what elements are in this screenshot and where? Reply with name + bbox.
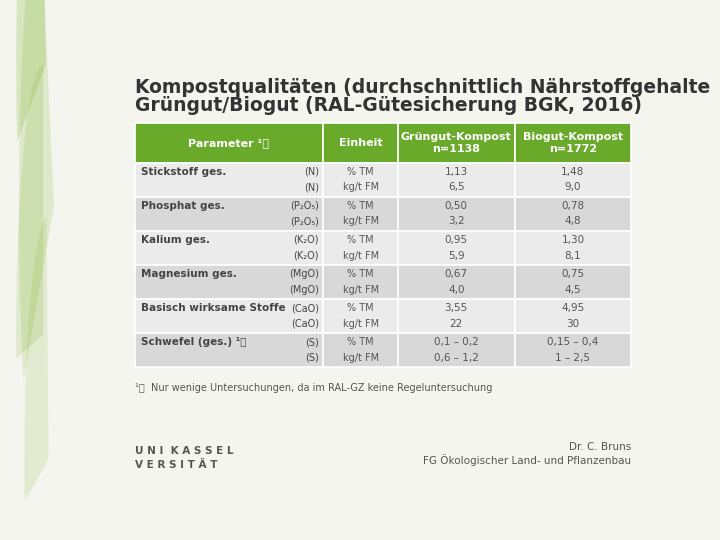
Text: (CaO): (CaO) bbox=[291, 303, 319, 313]
Text: Kalium ges.: Kalium ges. bbox=[141, 235, 210, 245]
Text: (MgO): (MgO) bbox=[289, 269, 319, 279]
Text: Dr. C. Bruns
FG Ökologischer Land- und Pflanzenbau: Dr. C. Bruns FG Ökologischer Land- und P… bbox=[423, 442, 631, 465]
FancyBboxPatch shape bbox=[135, 123, 323, 163]
Text: Grüngut-Kompost
n=1138: Grüngut-Kompost n=1138 bbox=[401, 132, 512, 153]
Text: (CaO): (CaO) bbox=[291, 319, 319, 329]
Text: 0,6 – 1,2: 0,6 – 1,2 bbox=[433, 353, 479, 363]
FancyBboxPatch shape bbox=[135, 163, 323, 197]
Wedge shape bbox=[19, 0, 54, 381]
Text: 4,95: 4,95 bbox=[562, 303, 585, 313]
FancyBboxPatch shape bbox=[135, 231, 323, 265]
Text: (N): (N) bbox=[304, 183, 319, 192]
Text: (K₂O): (K₂O) bbox=[293, 251, 319, 261]
Text: kg/t FM: kg/t FM bbox=[343, 353, 379, 363]
Text: % TM: % TM bbox=[347, 167, 374, 177]
FancyBboxPatch shape bbox=[323, 197, 398, 231]
Text: % TM: % TM bbox=[347, 235, 374, 245]
FancyBboxPatch shape bbox=[398, 265, 515, 299]
Text: (P₂O₅): (P₂O₅) bbox=[290, 217, 319, 226]
Text: Parameter ¹⧠: Parameter ¹⧠ bbox=[189, 138, 269, 148]
Text: 0,78: 0,78 bbox=[562, 201, 585, 211]
Text: U N I  K A S S E L: U N I K A S S E L bbox=[135, 446, 233, 456]
Text: Schwefel (ges.) ¹⧠: Schwefel (ges.) ¹⧠ bbox=[141, 337, 247, 347]
Text: 6,5: 6,5 bbox=[448, 183, 464, 192]
FancyBboxPatch shape bbox=[515, 163, 631, 197]
Text: V E R S I T Ä T: V E R S I T Ä T bbox=[135, 460, 217, 470]
FancyBboxPatch shape bbox=[135, 333, 323, 367]
Text: 3,55: 3,55 bbox=[444, 303, 468, 313]
Text: Phosphat ges.: Phosphat ges. bbox=[141, 201, 225, 211]
Text: Einheit: Einheit bbox=[339, 138, 382, 148]
FancyBboxPatch shape bbox=[515, 333, 631, 367]
Text: 4,5: 4,5 bbox=[564, 285, 581, 295]
FancyBboxPatch shape bbox=[515, 231, 631, 265]
FancyBboxPatch shape bbox=[135, 197, 323, 231]
Text: (S): (S) bbox=[305, 353, 319, 363]
Text: Basisch wirksame Stoffe: Basisch wirksame Stoffe bbox=[141, 303, 286, 313]
Text: 0,75: 0,75 bbox=[562, 269, 585, 279]
Wedge shape bbox=[17, 0, 46, 141]
Text: 0,15 – 0,4: 0,15 – 0,4 bbox=[547, 337, 598, 347]
Text: 0,67: 0,67 bbox=[445, 269, 468, 279]
FancyBboxPatch shape bbox=[398, 231, 515, 265]
Text: 1,48: 1,48 bbox=[562, 167, 585, 177]
FancyBboxPatch shape bbox=[398, 299, 515, 333]
Text: % TM: % TM bbox=[347, 269, 374, 279]
Text: Kompostqualitäten (durchschnittlich Nährstoffgehalte: Kompostqualitäten (durchschnittlich Nähr… bbox=[135, 78, 710, 97]
FancyBboxPatch shape bbox=[323, 231, 398, 265]
Text: 22: 22 bbox=[449, 319, 463, 329]
FancyBboxPatch shape bbox=[398, 197, 515, 231]
Text: % TM: % TM bbox=[347, 303, 374, 313]
Text: Magnesium ges.: Magnesium ges. bbox=[141, 269, 237, 279]
Wedge shape bbox=[24, 217, 49, 501]
FancyBboxPatch shape bbox=[323, 163, 398, 197]
Text: 4,8: 4,8 bbox=[564, 217, 581, 226]
Text: 1,30: 1,30 bbox=[562, 235, 585, 245]
Text: % TM: % TM bbox=[347, 337, 374, 347]
Text: 1 – 2,5: 1 – 2,5 bbox=[555, 353, 590, 363]
Text: (N): (N) bbox=[304, 167, 319, 177]
Text: 1,13: 1,13 bbox=[444, 167, 468, 177]
Text: % TM: % TM bbox=[347, 201, 374, 211]
Text: 9,0: 9,0 bbox=[564, 183, 581, 192]
Wedge shape bbox=[17, 65, 43, 359]
Text: 0,50: 0,50 bbox=[445, 201, 468, 211]
Text: 5,9: 5,9 bbox=[448, 251, 464, 261]
FancyBboxPatch shape bbox=[515, 265, 631, 299]
FancyBboxPatch shape bbox=[515, 197, 631, 231]
FancyBboxPatch shape bbox=[515, 299, 631, 333]
FancyBboxPatch shape bbox=[135, 299, 323, 333]
Text: (K₂O): (K₂O) bbox=[293, 235, 319, 245]
Text: (P₂O₅): (P₂O₅) bbox=[290, 201, 319, 211]
Text: 30: 30 bbox=[567, 319, 580, 329]
Text: Grüngut/Biogut (RAL-Gütesicherung BGK, 2016): Grüngut/Biogut (RAL-Gütesicherung BGK, 2… bbox=[135, 96, 642, 115]
FancyBboxPatch shape bbox=[398, 333, 515, 367]
Text: (S): (S) bbox=[305, 337, 319, 347]
FancyBboxPatch shape bbox=[515, 123, 631, 163]
Text: kg/t FM: kg/t FM bbox=[343, 217, 379, 226]
Text: kg/t FM: kg/t FM bbox=[343, 285, 379, 295]
Text: Biogut-Kompost
n=1772: Biogut-Kompost n=1772 bbox=[523, 132, 623, 153]
Text: 8,1: 8,1 bbox=[564, 251, 581, 261]
FancyBboxPatch shape bbox=[323, 299, 398, 333]
Text: 3,2: 3,2 bbox=[448, 217, 464, 226]
FancyBboxPatch shape bbox=[323, 333, 398, 367]
Text: kg/t FM: kg/t FM bbox=[343, 251, 379, 261]
Text: (MgO): (MgO) bbox=[289, 285, 319, 295]
Text: 4,0: 4,0 bbox=[448, 285, 464, 295]
Text: 0,1 – 0,2: 0,1 – 0,2 bbox=[434, 337, 479, 347]
Text: Stickstoff ges.: Stickstoff ges. bbox=[141, 167, 227, 177]
FancyBboxPatch shape bbox=[323, 123, 398, 163]
FancyBboxPatch shape bbox=[398, 123, 515, 163]
Text: kg/t FM: kg/t FM bbox=[343, 183, 379, 192]
Text: 0,95: 0,95 bbox=[445, 235, 468, 245]
FancyBboxPatch shape bbox=[323, 265, 398, 299]
Text: ¹⧠  Nur wenige Untersuchungen, da im RAL-GZ keine Regeluntersuchung: ¹⧠ Nur wenige Untersuchungen, da im RAL-… bbox=[135, 383, 492, 393]
FancyBboxPatch shape bbox=[398, 163, 515, 197]
Text: kg/t FM: kg/t FM bbox=[343, 319, 379, 329]
FancyBboxPatch shape bbox=[135, 265, 323, 299]
